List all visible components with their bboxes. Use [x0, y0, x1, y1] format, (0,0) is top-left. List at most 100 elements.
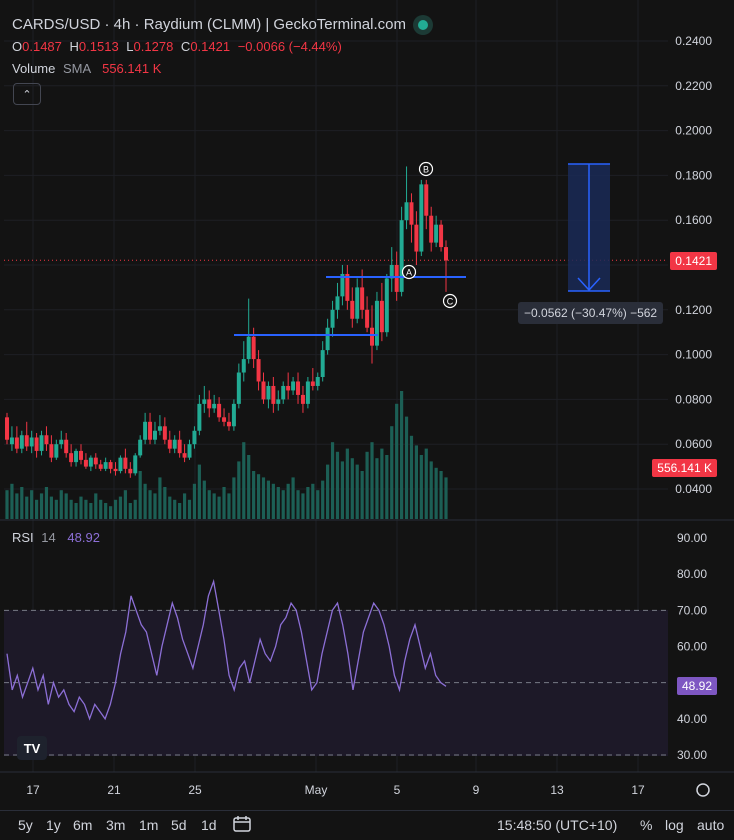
time-tick-label: 21 [107, 783, 121, 797]
candle-body [226, 421, 231, 427]
volume-bar [84, 499, 88, 519]
candle-body [256, 359, 261, 382]
volume-bar [222, 487, 226, 519]
candle-body [49, 444, 54, 458]
collapse-legend-button[interactable]: ⌃ [13, 83, 41, 105]
candle-body [394, 265, 399, 292]
candle-body [88, 457, 93, 467]
time-tick-label: May [305, 783, 328, 797]
range-button-5d[interactable]: 5d [171, 817, 187, 833]
volume-bar [227, 493, 231, 519]
volume-bar [296, 490, 300, 519]
log-scale-toggle[interactable]: log [665, 817, 684, 833]
volume-bar [212, 493, 216, 519]
candle-body [374, 300, 379, 346]
candle-body [9, 437, 14, 445]
candle-body [365, 309, 370, 328]
price-tick-label: 0.0400 [675, 482, 712, 496]
volume-bar [49, 496, 53, 519]
candle-body [231, 403, 236, 427]
volume-bar [192, 483, 197, 519]
volume-bar [242, 442, 246, 519]
volume-bar [434, 467, 438, 519]
candle-body [379, 300, 384, 333]
candle-body [19, 435, 24, 449]
candle-body [14, 437, 19, 449]
candle-body [315, 377, 320, 386]
volume-bar [370, 442, 374, 519]
chart-title-row: CARDS/USD · 4h · Raydium (CLMM) | GeckoT… [12, 16, 428, 33]
price-tick-label: 0.0800 [675, 392, 712, 406]
percent-scale-toggle[interactable]: % [640, 817, 653, 833]
candle-body [434, 224, 439, 243]
candle-body [424, 184, 429, 216]
candle-body [300, 394, 305, 404]
volume-bar [182, 493, 187, 519]
rsi-badge: 48.92 [676, 677, 717, 695]
candle-body [222, 417, 227, 422]
volume-label: Volume [12, 61, 56, 76]
volume-bar [138, 471, 142, 519]
volume-bar [148, 490, 152, 519]
volume-bar [202, 480, 206, 519]
range-button-1m[interactable]: 1m [139, 817, 159, 833]
candle-body [138, 439, 143, 456]
candle-body [143, 421, 148, 440]
volume-bar [414, 445, 419, 519]
volume-bar [395, 403, 399, 519]
ohlc-key: O [12, 39, 23, 54]
volume-bar [321, 480, 325, 519]
clock-time[interactable]: 15:48:50 (UTC+10) [497, 817, 618, 833]
volume-bar [429, 461, 433, 519]
tradingview-logo-icon[interactable]: TV [17, 736, 47, 760]
volume-bar [326, 464, 330, 519]
candle-body [172, 439, 177, 449]
candle-body [93, 457, 98, 465]
candle-body [197, 403, 202, 431]
volume-bar [118, 496, 123, 519]
measure-arrow-head [577, 277, 601, 292]
range-button-6m[interactable]: 6m [73, 817, 93, 833]
candle-body [335, 296, 340, 310]
time-tick-label: 13 [550, 783, 564, 797]
candle-body [444, 247, 448, 261]
candle-body [152, 430, 157, 440]
volume-bar [10, 483, 14, 519]
candle-body [414, 224, 419, 252]
candle-body [409, 202, 414, 225]
rsi-tick-label: 70.00 [677, 603, 707, 617]
volume-bar [123, 490, 127, 519]
candle-body [271, 385, 276, 404]
candle-body [64, 439, 69, 454]
volume-bar [424, 448, 428, 519]
volume-bar [281, 490, 285, 519]
time-tick-label: 5 [394, 783, 401, 797]
range-button-5y[interactable]: 5y [18, 817, 33, 833]
candle-body [261, 381, 266, 400]
pattern-point-marker [401, 264, 417, 280]
candle-body [59, 439, 64, 445]
settings-gear-icon [696, 783, 710, 797]
candle-body [123, 457, 128, 469]
volume-bar [128, 503, 132, 519]
volume-bar [30, 490, 34, 519]
range-button-3m[interactable]: 3m [106, 817, 126, 833]
candle-body [266, 385, 271, 400]
volume-bar [444, 477, 448, 519]
volume-bar [380, 448, 384, 519]
chevron-up-icon: ⌃ [22, 88, 32, 101]
drawing-annotations: A B C [234, 161, 610, 336]
volume-bar [187, 499, 192, 519]
candle-body [360, 287, 365, 310]
price-tick-label: 0.1000 [675, 348, 712, 362]
volume-bar [99, 499, 103, 519]
range-button-1d[interactable]: 1d [201, 817, 217, 833]
rsi-value: 48.92 [67, 530, 100, 545]
range-button-1y[interactable]: 1y [46, 817, 61, 833]
calendar-icon[interactable] [232, 814, 254, 837]
auto-scale-toggle[interactable]: auto [697, 817, 725, 833]
volume-bar [104, 503, 108, 519]
volume-bar [345, 448, 349, 519]
volume-bar [39, 493, 44, 519]
